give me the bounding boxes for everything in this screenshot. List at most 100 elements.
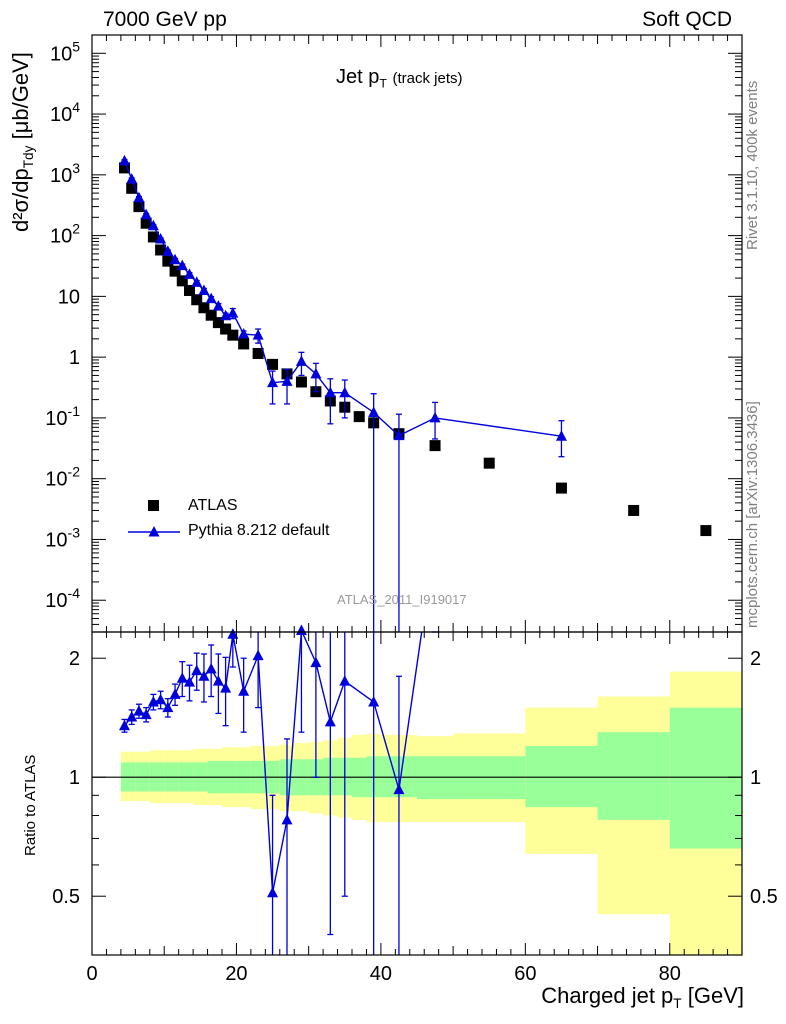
atlas-data-point: [162, 255, 174, 267]
legend-label-data: ATLAS: [188, 497, 238, 514]
y-tick-label: 10-2: [45, 464, 80, 491]
side-text-bottom: mcplots.cern.ch [arXiv:1306.3436]: [744, 401, 761, 628]
ratio-y-tick-label: 2: [69, 648, 80, 670]
ratio-data-point: [220, 682, 232, 693]
ratio-panel-frame: [91, 631, 743, 956]
x-tick-label: 40: [370, 963, 392, 985]
ratio-data-point: [176, 672, 188, 683]
x-tick-label: 80: [659, 963, 681, 985]
atlas-data-point: [119, 162, 130, 174]
mc-data-point: [119, 154, 130, 166]
atlas-data-point: [238, 338, 250, 350]
atlas-data-point: [140, 217, 152, 229]
atlas-data-point: [176, 275, 188, 287]
header-right: Soft QCD: [642, 8, 732, 31]
y-tick-label: 104: [50, 99, 80, 126]
x-tick-label: 60: [514, 963, 536, 985]
mc-data-point: [155, 232, 167, 244]
side-text-top: Rivet 3.1.10, 400k events: [744, 80, 761, 250]
mc-data-point: [212, 300, 224, 311]
atlas-data-point: [295, 376, 307, 388]
x-axis-label: Charged jet pT [GeV]: [541, 983, 744, 1011]
y-tick-label: 102: [50, 221, 80, 248]
ratio-data-point: [191, 664, 203, 676]
panel-frames: [91, 34, 743, 956]
atlas-data-point: [155, 244, 167, 256]
mc-data-point: [252, 329, 264, 340]
mc-data-point: [429, 411, 441, 423]
y-tick-label: 1: [69, 347, 80, 369]
y-tick-label: 10-3: [45, 524, 80, 551]
mc-data-point: [191, 276, 203, 287]
ratio-data-point: [162, 701, 174, 713]
ratio-data-point: [155, 693, 167, 705]
mc-data-point: [133, 191, 145, 203]
ratio-data-point: [198, 670, 210, 681]
band-inner-bin: [597, 732, 670, 820]
main-y-axis-label: d²σ/dpTdy [μb/GeV]: [8, 52, 36, 232]
ratio-uncertainty-bands: [120, 671, 742, 955]
ratio-data-point: [184, 676, 195, 687]
axis-ticks: 0 20 40 60 80 10-4 10-3 10-2 10-1 1 10 102 103 104 105…: [45, 34, 778, 985]
atlas-data-point: [483, 457, 495, 469]
atlas-data-point: [126, 182, 138, 194]
mc-data-point: [140, 208, 152, 220]
mc-data-point: [147, 219, 159, 231]
ratio-y-tick-label-right: 0.5: [750, 886, 778, 908]
atlas-data-point: [198, 302, 210, 314]
y-tick-label: 10-1: [45, 403, 80, 430]
mc-data-point: [267, 376, 279, 388]
mc-data-point: [339, 386, 351, 398]
mc-data-point: [205, 292, 217, 304]
mc-line: [123, 160, 562, 437]
ratio-data-point: [140, 708, 152, 720]
legend-markers: [128, 500, 180, 537]
mc-data-point: [238, 328, 250, 339]
ratio-data-point: [238, 685, 250, 696]
mc-data-point: [198, 284, 210, 295]
ratio-data-point: [310, 656, 322, 668]
ratio-data-point: [295, 624, 307, 636]
atlas-data-point: [184, 284, 195, 296]
mc-data-point: [184, 268, 195, 279]
header-left: 7000 GeV pp: [103, 8, 227, 31]
ratio-data-point: [126, 711, 138, 722]
atlas-data-point: [628, 504, 640, 516]
ratio-y-tick-label-right: 1: [750, 767, 761, 789]
atlas-data-point: [220, 323, 232, 335]
ratio-data-point: [169, 688, 181, 699]
atlas-data-point: [227, 329, 239, 341]
atlas-data-point: [205, 309, 217, 321]
mc-data-point: [324, 386, 336, 398]
y-tick-label: 105: [50, 38, 80, 65]
y-tick-label: 103: [50, 160, 80, 187]
ratio-data-point: [339, 675, 351, 686]
atlas-data-point: [429, 440, 441, 452]
y-tick-label: 10: [58, 286, 80, 308]
mc-data-point: [281, 375, 293, 386]
ratio-data-point: [133, 705, 145, 716]
mc-data-point: [295, 355, 307, 366]
ratio-data-point: [227, 628, 239, 639]
legend-marker-data: [148, 500, 159, 511]
atlas-data-point: [212, 317, 224, 329]
ratio-y-tick-label-right: 2: [750, 648, 761, 670]
main-panel-frame: [91, 34, 743, 633]
ratio-data-point: [368, 695, 380, 707]
x-tick-label: 0: [86, 963, 97, 985]
ratio-data-point: [324, 715, 336, 727]
ratio-data-point: [119, 719, 130, 731]
ratio-data-point: [393, 783, 405, 795]
ratio-data-point: [205, 662, 217, 674]
atlas-data-point: [133, 201, 145, 213]
mc-data-point: [176, 259, 188, 271]
ratio-y-tick-label: 1: [69, 767, 80, 789]
mc-data-point: [126, 173, 138, 184]
mc-data-point: [310, 367, 322, 379]
mc-data-point: [169, 253, 181, 265]
legend-label-mc: Pythia 8.212 default: [188, 522, 330, 539]
atlas-data-point: [169, 265, 181, 277]
band-inner-bin: [669, 707, 742, 849]
mc-data-point: [368, 406, 380, 417]
